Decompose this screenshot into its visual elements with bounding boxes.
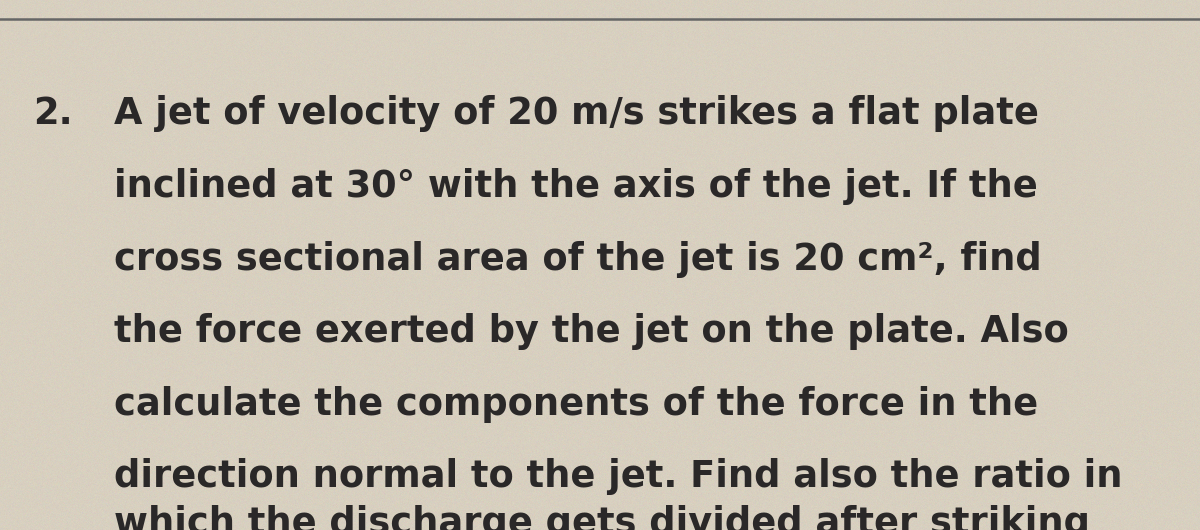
Text: inclined at 30° with the axis of the jet. If the: inclined at 30° with the axis of the jet…	[114, 168, 1038, 205]
Text: which the discharge gets divided after striking: which the discharge gets divided after s…	[114, 505, 1090, 530]
Text: direction normal to the jet. Find also the ratio in: direction normal to the jet. Find also t…	[114, 458, 1122, 496]
Text: calculate the components of the force in the: calculate the components of the force in…	[114, 386, 1038, 423]
Text: cross sectional area of the jet is 20 cm², find: cross sectional area of the jet is 20 cm…	[114, 241, 1042, 278]
Text: 2.: 2.	[34, 95, 73, 132]
Text: A jet of velocity of 20 m/s strikes a flat plate: A jet of velocity of 20 m/s strikes a fl…	[114, 95, 1039, 132]
Text: the force exerted by the jet on the plate. Also: the force exerted by the jet on the plat…	[114, 313, 1069, 350]
